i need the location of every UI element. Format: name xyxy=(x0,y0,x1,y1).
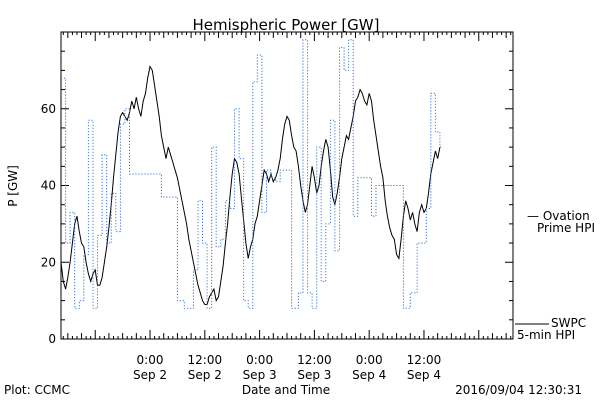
x-tick-label-time: 12:00 xyxy=(407,353,442,367)
legend-ovation-line1: — Ovation xyxy=(527,209,590,223)
y-tick-label: 20 xyxy=(41,255,56,269)
plot-area-frame xyxy=(60,31,514,340)
x-tick-label-time: 0:00 xyxy=(137,353,164,367)
x-tick-label-time: 0:00 xyxy=(246,353,273,367)
y-tick-label: 0 xyxy=(48,332,56,346)
chart-title: Hemispheric Power [GW] xyxy=(193,16,380,34)
legend-ovation: — Ovation Prime HPI xyxy=(527,209,595,235)
x-tick-label-date: Sep 2 xyxy=(188,368,222,382)
y-tick-label: 40 xyxy=(41,179,56,193)
legend-swpc-line2: 5-min HPI xyxy=(517,328,575,342)
x-tick-label-date: Sep 2 xyxy=(133,368,167,382)
plot-source-label: Plot: CCMC xyxy=(4,383,70,397)
legend-swpc: SWPC 5-min HPI xyxy=(515,316,586,342)
plot-timestamp: 2016/09/04 12:30:31 xyxy=(455,383,582,397)
x-tick-label-date: Sep 4 xyxy=(407,368,441,382)
legend-ovation-line2: Prime HPI xyxy=(537,221,595,235)
series-swpc-line xyxy=(60,65,441,305)
x-tick-label-date: Sep 3 xyxy=(297,368,331,382)
y-tick-label: 60 xyxy=(41,102,56,116)
x-tick-label-date: Sep 3 xyxy=(243,368,277,382)
series-ovation-line xyxy=(61,39,443,309)
x-tick-label-time: 12:00 xyxy=(188,353,223,367)
x-tick-label-time: 12:00 xyxy=(297,353,332,367)
y-axis-label: P [GW] xyxy=(6,165,20,207)
x-tick-label-time: 0:00 xyxy=(356,353,383,367)
x-tick-label-date: Sep 4 xyxy=(352,368,386,382)
x-axis-label: Date and Time xyxy=(242,383,330,397)
legend-swpc-line1: SWPC xyxy=(551,316,586,330)
y-axis-ticks: 0 20 40 60 xyxy=(41,50,513,346)
series-layer xyxy=(60,39,443,309)
